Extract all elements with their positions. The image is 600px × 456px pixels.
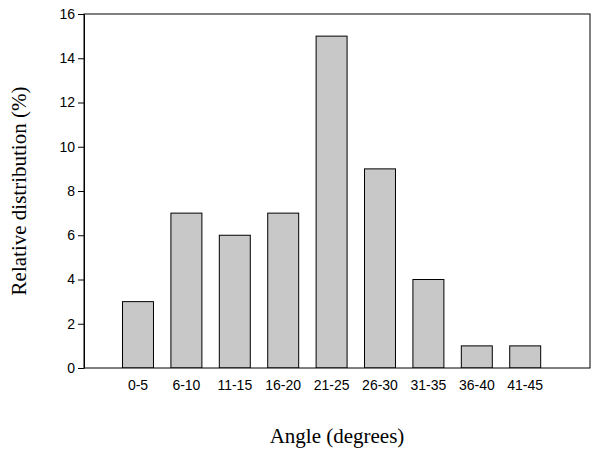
x-tick-label: 0-5 bbox=[128, 377, 148, 393]
y-tick: 12 bbox=[59, 94, 84, 110]
x-tick: 16-20 bbox=[265, 377, 301, 393]
y-tick-label: 12 bbox=[59, 94, 75, 110]
x-tick: 26-30 bbox=[362, 377, 398, 393]
y-tick: 6 bbox=[67, 227, 84, 243]
y-axis: 0 2 4 6 8 10 12 14 16 bbox=[59, 6, 84, 376]
y-tick-mark bbox=[78, 147, 84, 148]
x-tick: 36-40 bbox=[459, 377, 495, 393]
bar bbox=[510, 346, 541, 368]
x-tick-label: 36-40 bbox=[459, 377, 495, 393]
bar bbox=[171, 213, 202, 368]
y-tick-label: 14 bbox=[59, 50, 75, 66]
bar bbox=[413, 280, 444, 369]
x-tick: 0-5 bbox=[128, 377, 148, 393]
x-tick-label: 31-35 bbox=[410, 377, 446, 393]
bar bbox=[461, 346, 492, 368]
y-tick: 0 bbox=[67, 360, 84, 376]
bar bbox=[268, 213, 299, 368]
y-tick-label: 8 bbox=[67, 183, 75, 199]
y-tick: 8 bbox=[67, 183, 84, 199]
y-tick: 10 bbox=[59, 139, 84, 155]
y-tick-mark bbox=[78, 280, 84, 281]
x-axis: 0-5 6-10 11-15 16-20 21-25 26-30 31-35 36-40 41-… bbox=[128, 377, 543, 393]
y-tick-mark bbox=[78, 368, 84, 369]
bar bbox=[123, 302, 154, 368]
x-tick-label: 41-45 bbox=[507, 377, 543, 393]
x-tick-label: 11-15 bbox=[217, 377, 252, 393]
bar bbox=[219, 235, 250, 368]
x-tick: 31-35 bbox=[410, 377, 446, 393]
y-tick: 16 bbox=[59, 6, 84, 22]
bars bbox=[123, 36, 541, 368]
bar bbox=[365, 169, 396, 368]
y-tick-label: 6 bbox=[67, 227, 75, 243]
x-tick: 11-15 bbox=[217, 377, 252, 393]
x-axis-title: Angle (degrees) bbox=[270, 424, 405, 448]
y-tick-label: 2 bbox=[67, 316, 75, 332]
x-tick-label: 6-10 bbox=[172, 377, 200, 393]
bar bbox=[316, 36, 347, 368]
y-tick: 4 bbox=[67, 271, 84, 287]
y-tick: 14 bbox=[59, 50, 84, 66]
y-tick-mark bbox=[78, 58, 84, 59]
x-tick: 6-10 bbox=[172, 377, 200, 393]
y-tick-label: 4 bbox=[67, 271, 75, 287]
y-tick-mark bbox=[78, 191, 84, 192]
x-tick: 41-45 bbox=[507, 377, 543, 393]
y-axis-title: Relative distribution (%) bbox=[7, 87, 31, 296]
y-tick-mark bbox=[78, 14, 84, 15]
y-tick: 2 bbox=[67, 316, 84, 332]
chart: 0 2 4 6 8 10 12 14 16 0-5 6-10 11-15 16-20 21-25 26-30… bbox=[0, 0, 600, 456]
plot-frame bbox=[84, 14, 590, 368]
x-tick-label: 26-30 bbox=[362, 377, 398, 393]
x-tick: 21-25 bbox=[314, 377, 350, 393]
y-tick-mark bbox=[78, 235, 84, 236]
y-tick-label: 0 bbox=[67, 360, 75, 376]
x-tick-label: 16-20 bbox=[265, 377, 301, 393]
y-tick-label: 10 bbox=[59, 139, 75, 155]
y-axis-line bbox=[84, 15, 85, 369]
y-tick-label: 16 bbox=[59, 6, 75, 22]
y-tick-mark bbox=[78, 103, 84, 104]
x-tick-label: 21-25 bbox=[314, 377, 350, 393]
y-tick-mark bbox=[78, 324, 84, 325]
